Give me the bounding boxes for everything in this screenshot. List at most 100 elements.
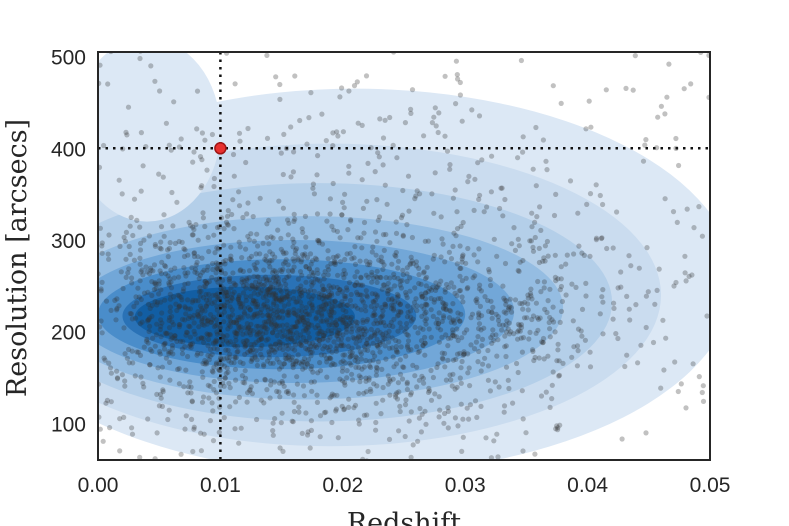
data-point (528, 238, 535, 244)
data-point (179, 351, 186, 357)
data-point (176, 381, 182, 387)
data-point (162, 297, 168, 303)
data-point (306, 312, 313, 318)
data-point (461, 351, 467, 357)
data-point (228, 256, 234, 262)
data-point (271, 379, 277, 385)
data-point (422, 408, 428, 414)
data-point (170, 223, 176, 229)
data-point (271, 295, 277, 301)
data-point (534, 315, 541, 321)
data-point (266, 318, 272, 324)
data-point (400, 232, 406, 238)
data-point (553, 278, 559, 284)
data-point (243, 285, 249, 291)
data-point (432, 391, 438, 397)
data-point (286, 273, 292, 279)
data-point (623, 85, 629, 91)
data-point (529, 316, 535, 323)
data-point (158, 395, 164, 401)
data-point (301, 328, 307, 334)
data-point (277, 267, 283, 273)
data-point (487, 388, 493, 394)
data-point (194, 312, 201, 318)
data-point (224, 296, 230, 302)
data-point (166, 317, 172, 323)
data-point (486, 269, 492, 275)
data-point (284, 322, 290, 328)
data-point (370, 357, 376, 363)
data-point (303, 264, 309, 270)
data-point (298, 361, 305, 367)
data-point (252, 284, 258, 290)
data-point (374, 275, 380, 281)
data-point (191, 149, 197, 155)
data-point (242, 351, 248, 358)
data-point (382, 323, 388, 329)
data-point (236, 440, 242, 446)
data-point (640, 158, 647, 164)
data-point (158, 323, 164, 329)
data-point (299, 272, 305, 278)
data-point (122, 383, 128, 389)
data-point (141, 290, 148, 296)
data-point (417, 405, 423, 412)
data-point (285, 336, 291, 342)
data-point (341, 293, 347, 299)
data-point (254, 284, 260, 291)
data-point (339, 289, 345, 295)
data-point (291, 264, 297, 270)
data-point (358, 275, 364, 281)
data-point (188, 344, 194, 350)
data-point (207, 353, 213, 359)
data-point (329, 308, 335, 314)
data-point (205, 336, 211, 343)
data-point (381, 282, 387, 288)
data-point (225, 289, 231, 295)
data-point (198, 288, 204, 295)
data-point (221, 302, 227, 308)
data-point (324, 319, 330, 325)
data-point (240, 290, 247, 296)
data-point (492, 379, 498, 385)
data-point (100, 438, 106, 444)
data-point (295, 319, 301, 326)
data-point (306, 274, 312, 280)
data-point (290, 256, 296, 262)
data-point (408, 260, 414, 266)
data-point (224, 299, 230, 306)
data-point (163, 355, 169, 361)
data-point (145, 289, 151, 295)
data-point (419, 294, 425, 300)
data-point (384, 284, 390, 290)
data-point (146, 233, 152, 239)
data-point (390, 142, 396, 148)
data-point (299, 292, 305, 299)
data-point (211, 183, 217, 190)
data-point (356, 373, 362, 379)
data-point (159, 320, 165, 326)
data-point (582, 337, 589, 343)
data-points (98, 52, 710, 460)
data-point (476, 326, 482, 332)
data-point (259, 324, 265, 330)
data-point (344, 375, 350, 381)
data-point (321, 272, 327, 278)
data-point (207, 418, 213, 424)
data-point (517, 322, 523, 329)
data-point (218, 302, 224, 309)
data-point (254, 357, 260, 363)
data-point (340, 317, 346, 323)
data-point (536, 355, 542, 361)
data-point (279, 268, 285, 275)
data-point (299, 252, 306, 258)
data-point (345, 227, 351, 233)
data-point (227, 339, 233, 345)
data-point (358, 351, 364, 357)
data-point (432, 105, 438, 111)
data-point (353, 364, 359, 370)
data-point (132, 315, 139, 321)
data-point (263, 329, 269, 336)
data-point (329, 309, 335, 315)
data-point (316, 342, 322, 348)
